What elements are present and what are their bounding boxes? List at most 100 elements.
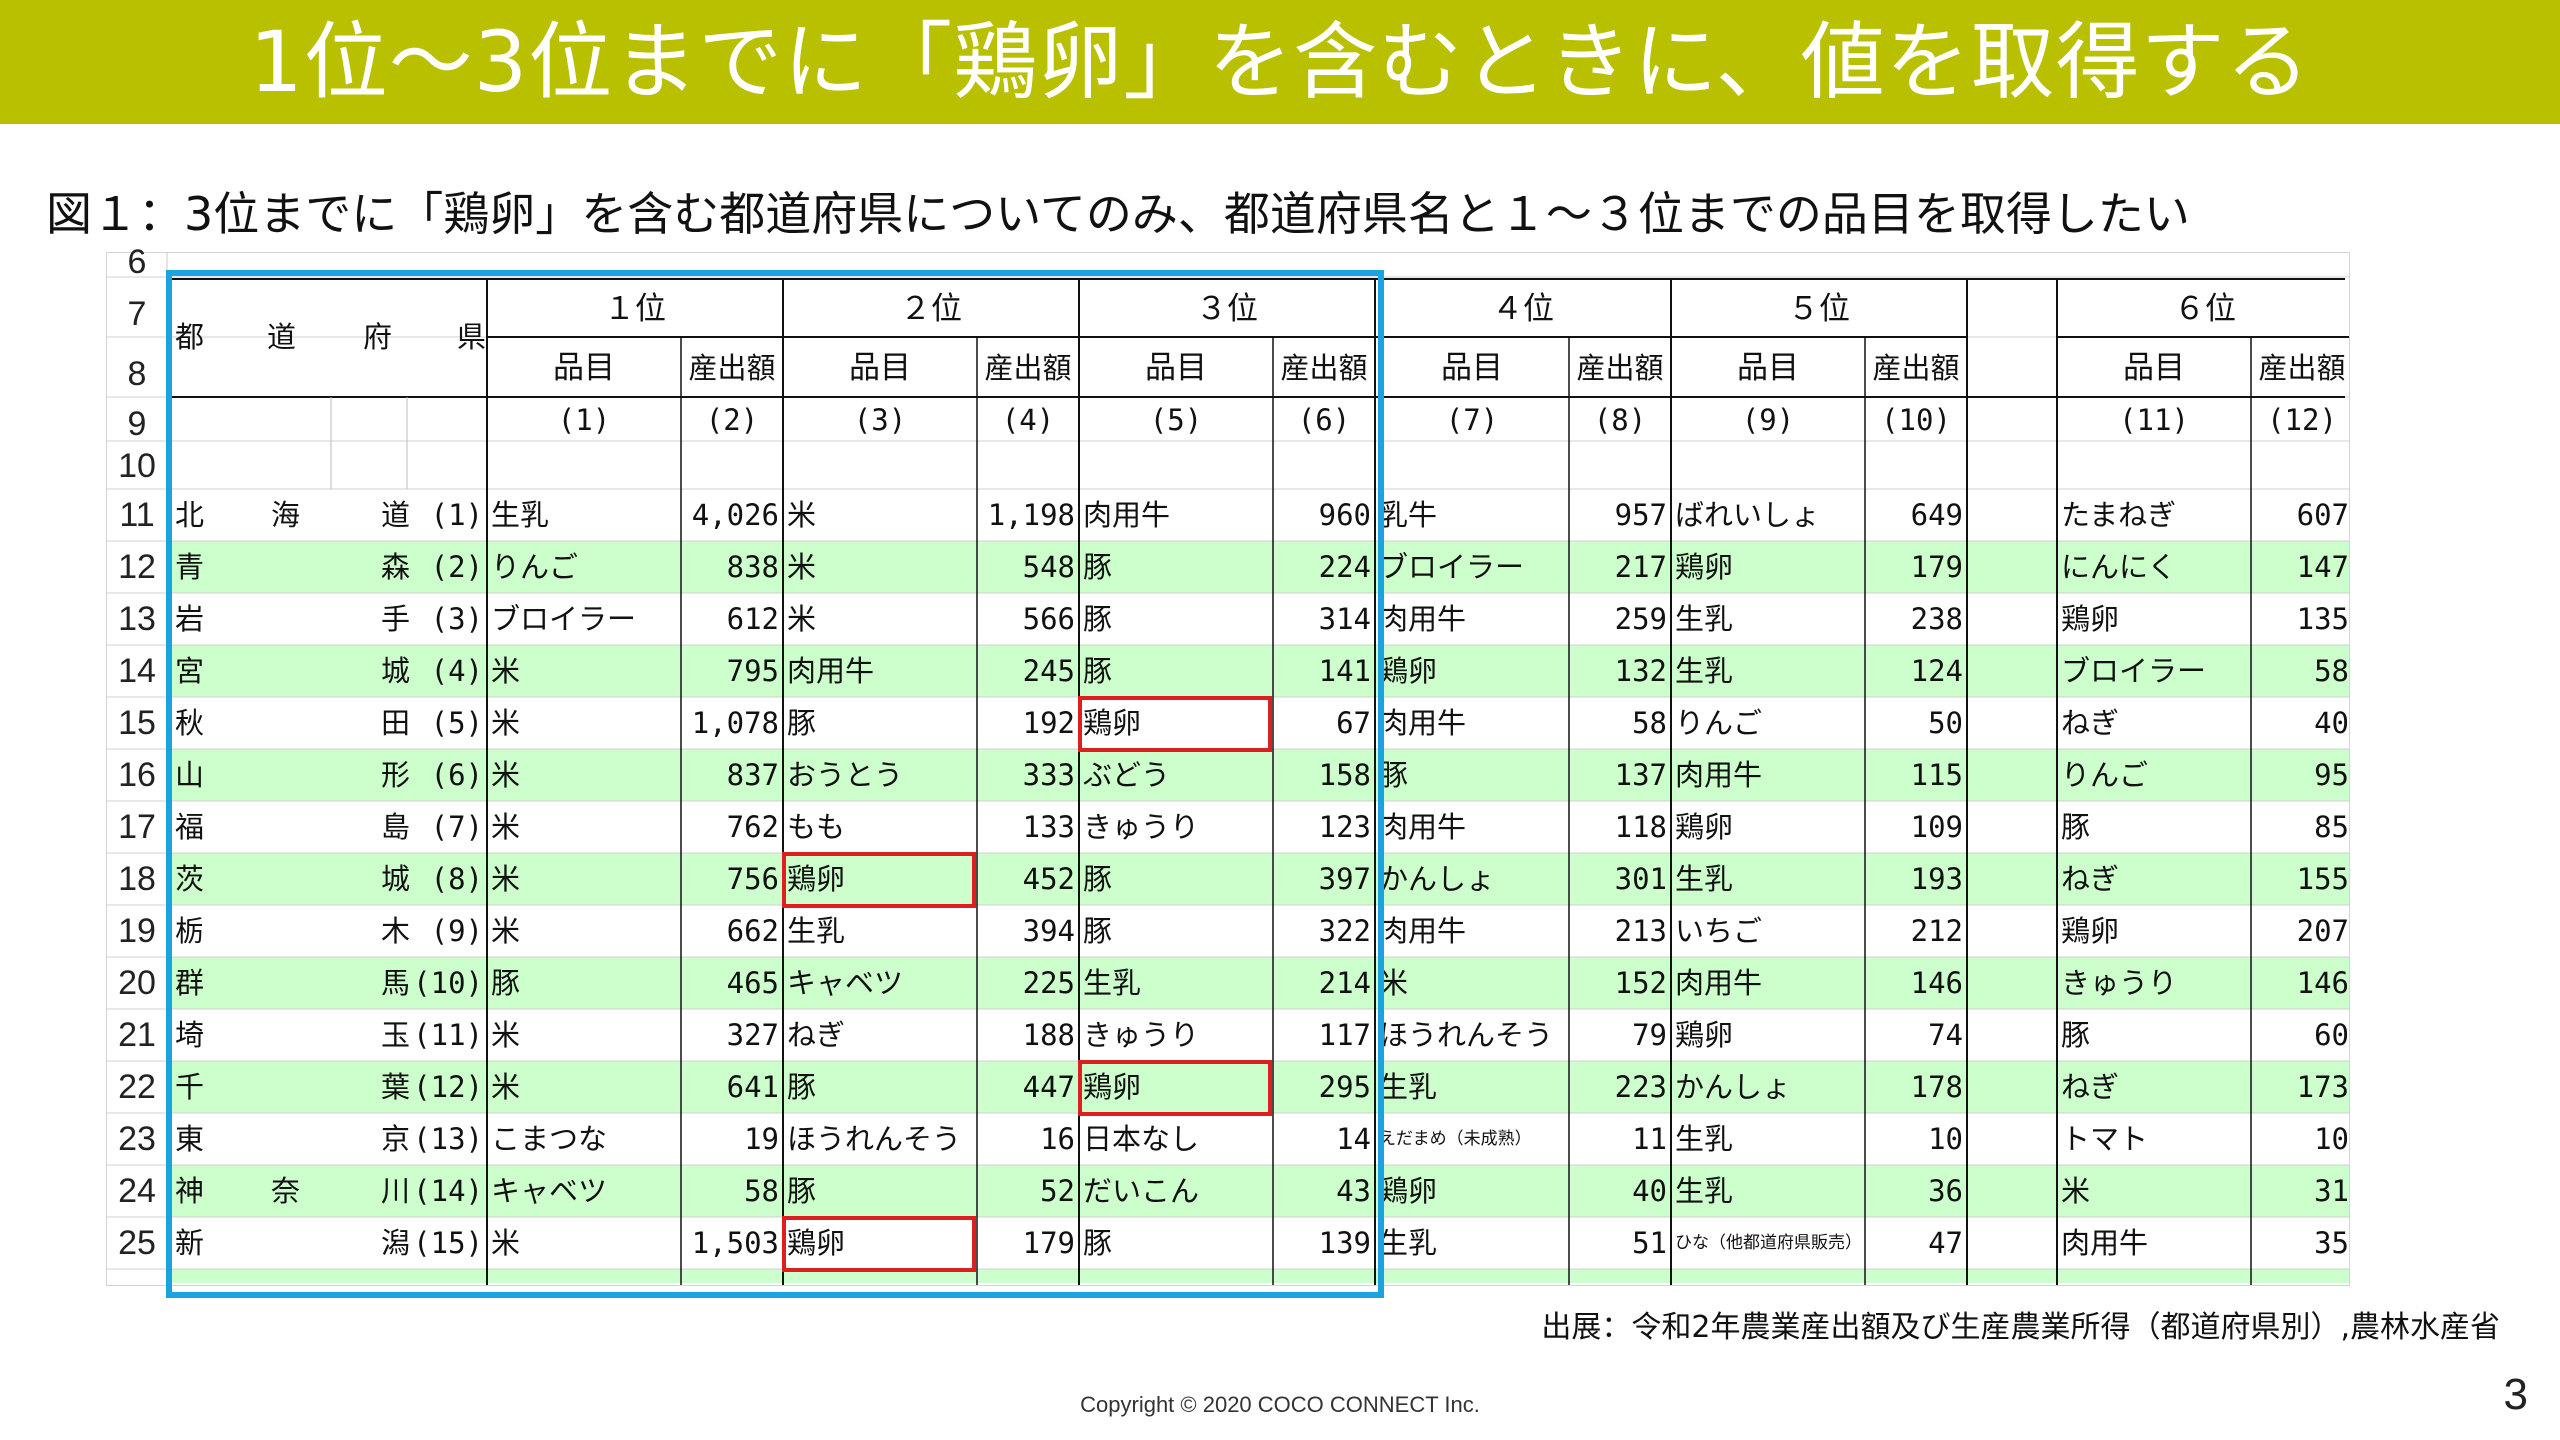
row-number: 17 [118,808,156,846]
item-cell: ねぎ [787,1018,846,1052]
column-index: (6) [1297,403,1351,437]
item-cell: キャベツ [787,966,904,1000]
item-cell: いちご [1675,914,1763,948]
item-header: 品目 [553,350,615,386]
column-index: (7) [1445,403,1499,437]
column-index: (5) [1149,403,1203,437]
row-number: 9 [127,405,147,443]
prefecture-char: 海 [271,498,301,532]
value-cell: 173 [2296,1070,2349,1104]
prefecture-char: 北 [175,498,205,532]
prefecture-code: (7) [430,810,483,844]
item-cell: 鶏卵 [1083,1070,1142,1104]
value-cell: 123 [1318,810,1371,844]
item-cell: 米 [787,602,817,636]
value-cell: 85 [2314,810,2349,844]
value-cell: 155 [2296,862,2349,896]
value-cell: 641 [726,1070,779,1104]
value-cell: 10 [2314,1122,2349,1156]
item-header: 品目 [1737,350,1799,386]
value-cell: 137 [1614,758,1667,792]
prefecture-code: (11) [413,1018,483,1052]
row-band [167,541,2349,593]
item-cell: 豚 [491,966,521,1000]
item-cell: ブロイラー [1379,550,1525,584]
value-cell: 178 [1910,1070,1963,1104]
prefecture-char: 栃 [175,914,205,948]
item-cell: 肉用牛 [1379,602,1467,636]
row-number: 16 [118,756,156,794]
item-cell: 肉用牛 [1675,758,1763,792]
value-cell: 147 [2296,550,2349,584]
value-cell: 188 [1022,1018,1075,1052]
item-cell: トマト [2061,1122,2149,1156]
value-header: 産出額 [2258,351,2346,385]
row-number: 7 [127,295,147,333]
row-number: 18 [118,860,156,898]
egg-highlight-box [1078,1060,1272,1116]
value-cell: 139 [1318,1226,1371,1260]
value-cell: 115 [1910,758,1963,792]
prefecture-char: 木 [381,914,411,948]
value-cell: 452 [1022,862,1075,896]
egg-highlight-box [1078,696,1272,752]
value-cell: 31 [2314,1174,2349,1208]
item-cell: 鶏卵 [1675,550,1734,584]
value-header: 産出額 [1872,351,1960,385]
item-cell: 米 [491,706,521,740]
value-cell: 1,078 [691,706,779,740]
value-cell: 662 [726,914,779,948]
row-band [167,749,2349,801]
item-cell: かんしょ [1675,1070,1792,1104]
item-cell: 豚 [1083,550,1113,584]
value-cell: 58 [1632,706,1667,740]
row-number: 6 [127,243,147,281]
value-cell: 47 [1928,1226,1963,1260]
row-number: 12 [118,548,156,586]
rank1-3-highlight-frame [166,270,1384,1298]
value-cell: 50 [1928,706,1963,740]
value-header: 産出額 [1576,351,1664,385]
item-cell: 豚 [1083,602,1113,636]
value-cell: 1,503 [691,1226,779,1260]
item-cell: ブロイラー [491,602,637,636]
item-cell: 米 [787,498,817,532]
prefecture-char: 潟 [381,1226,411,1260]
item-cell: 鶏卵 [1675,810,1734,844]
value-cell: 397 [1318,862,1371,896]
item-cell: 肉用牛 [1379,810,1467,844]
value-cell: 756 [726,862,779,896]
value-cell: 58 [744,1174,779,1208]
item-cell: 米 [787,550,817,584]
item-cell: 米 [491,758,521,792]
prefecture-char: 道 [381,498,411,532]
item-cell: 豚 [2061,1018,2091,1052]
prefecture-char: 千 [175,1070,205,1104]
item-cell: ねぎ [2061,706,2120,740]
value-cell: 223 [1614,1070,1667,1104]
column-index: (12) [2267,403,2337,437]
slide-title: 1位～3位までに「鶏卵」を含むときに、値を取得する [249,13,2311,111]
item-cell: りんご [491,550,579,584]
value-cell: 607 [2296,498,2349,532]
value-cell: 301 [1614,862,1667,896]
item-cell: 鶏卵 [787,1226,846,1260]
value-cell: 40 [2314,706,2349,740]
value-cell: 4,026 [691,498,779,532]
value-cell: 566 [1022,602,1075,636]
value-cell: 327 [726,1018,779,1052]
value-cell: 245 [1022,654,1075,688]
prefecture-char: 京 [381,1122,411,1156]
item-cell: にんにく [2061,550,2177,584]
figure-caption: 図１：3位までに「鶏卵」を含む都道府県についてのみ、都道府県名と１～３位までの品… [46,187,2190,241]
value-cell: 124 [1910,654,1963,688]
item-cell: かんしょ [1379,862,1496,896]
item-cell: キャベツ [491,1174,608,1208]
value-cell: 179 [1022,1226,1075,1260]
pref-header-char: 府 [363,320,393,354]
value-cell: 133 [1022,810,1075,844]
value-cell: 16 [1040,1122,1075,1156]
item-cell: 肉用牛 [1675,966,1763,1000]
item-cell: 生乳 [787,914,846,948]
value-cell: 141 [1318,654,1371,688]
